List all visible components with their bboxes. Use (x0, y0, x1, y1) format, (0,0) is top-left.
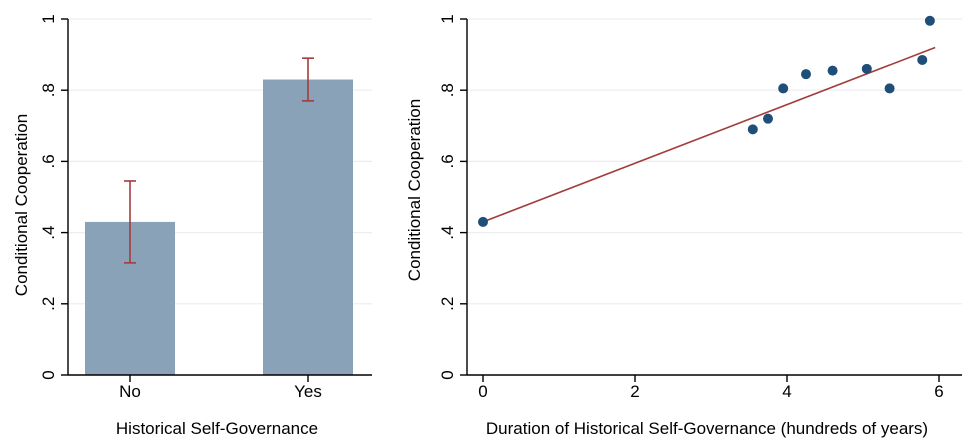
scatter-point (778, 83, 789, 94)
left-x-ticks: No Yes (119, 375, 322, 401)
right-y-tick-label: .4 (438, 226, 457, 240)
right-x-ticks: 0 2 4 6 (478, 375, 944, 401)
right-fit-line-group (482, 46, 936, 223)
scatter-point (861, 63, 872, 74)
fit-line (482, 46, 936, 223)
scatter-point (763, 113, 773, 124)
right-points (478, 15, 935, 227)
left-y-tick-label: 0 (39, 370, 58, 379)
right-x-tick-label: 2 (630, 382, 639, 401)
left-x-tick-label: Yes (294, 382, 322, 401)
left-y-axis-title: Conditional Cooperation (12, 114, 31, 296)
left-y-tick-label: .6 (39, 154, 58, 168)
right-x-axis-title: Duration of Historical Self-Governance (… (486, 419, 928, 438)
right-y-tick-label: 0 (438, 370, 457, 379)
scatter-point (917, 54, 928, 65)
left-y-tick-label: .4 (39, 226, 58, 240)
left-y-tick-label: .8 (39, 83, 58, 97)
scatter-point (801, 69, 811, 80)
right-y-tick-label: .6 (438, 154, 457, 168)
right-x-tick-label: 4 (782, 382, 791, 401)
left-y-tick-label: 1 (39, 14, 58, 23)
right-x-tick-label: 0 (478, 382, 487, 401)
bar-yes (263, 79, 353, 376)
scatter-point (924, 15, 935, 26)
left-error-bars (124, 57, 314, 264)
right-y-axis-title: Conditional Cooperation (405, 99, 424, 281)
left-bar-chart: 0 .2 .4 .6 .8 1 No Yes Conditional Cooperation… (12, 14, 372, 438)
scatter-point (747, 124, 758, 135)
left-x-tick-label: No (119, 382, 141, 401)
right-y-tick-label: .2 (438, 297, 457, 311)
left-bars (85, 79, 353, 376)
scatter-point (478, 216, 488, 227)
left-y-tick-label: .2 (39, 297, 58, 311)
left-axes (67, 19, 372, 376)
right-y-tick-label: 1 (438, 14, 457, 23)
right-axes (466, 19, 962, 376)
left-y-ticks: 0 .2 .4 .6 .8 1 (39, 14, 68, 380)
right-y-tick-label: .8 (438, 83, 457, 97)
right-grid (467, 18, 962, 305)
left-x-axis-title: Historical Self-Governance (116, 419, 318, 438)
right-x-tick-label: 6 (934, 382, 943, 401)
right-y-ticks: 0 .2 .4 .6 .8 1 (438, 14, 467, 380)
scatter-point (827, 65, 838, 76)
scatter-point (884, 83, 895, 94)
